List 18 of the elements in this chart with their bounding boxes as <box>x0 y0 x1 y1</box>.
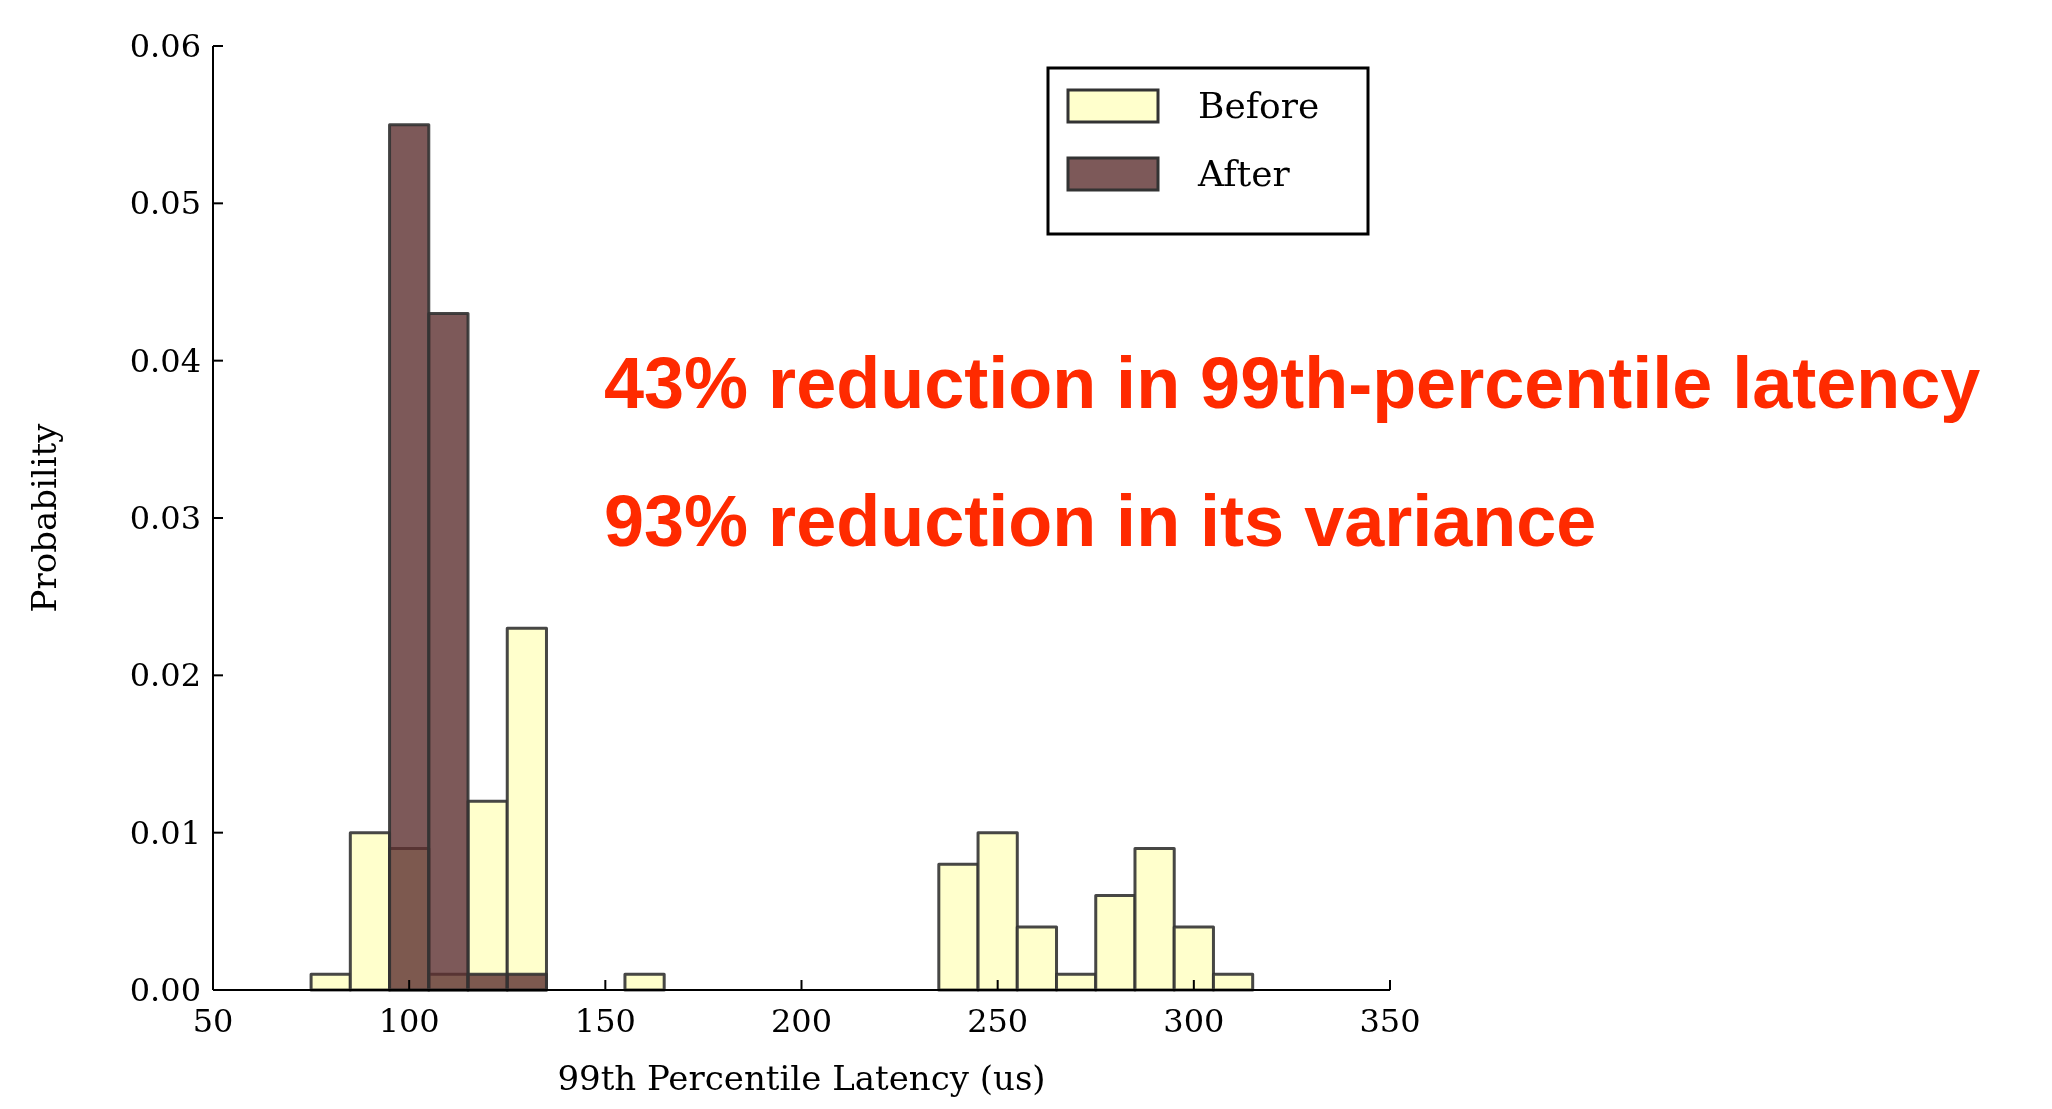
x-tick-label: 200 <box>770 1002 833 1040</box>
annotation: 93% reduction in its variance <box>604 481 1597 561</box>
y-axis-title: Probability <box>24 422 64 613</box>
x-tick-label: 250 <box>967 1002 1029 1040</box>
y-tick-label: 0.06 <box>129 27 201 65</box>
x-tick-label: 100 <box>378 1002 440 1040</box>
annotation: 43% reduction in 99th-percentile latency <box>604 343 1981 423</box>
x-tick-label: 300 <box>1163 1002 1225 1040</box>
legend-label: Before <box>1198 85 1320 126</box>
y-tick-label: 0.05 <box>129 184 201 223</box>
x-tick-label: 350 <box>1359 1002 1421 1040</box>
x-axis-title: 99th Percentile Latency (us) <box>557 1058 1046 1098</box>
y-tick-label: 0.04 <box>129 341 201 380</box>
y-tick-label: 0.03 <box>129 499 201 537</box>
y-tick-label: 0.01 <box>129 813 201 852</box>
y-tick-label: 0.02 <box>129 656 201 695</box>
legend-label: After <box>1197 153 1291 194</box>
x-tick-label: 150 <box>574 1002 636 1040</box>
